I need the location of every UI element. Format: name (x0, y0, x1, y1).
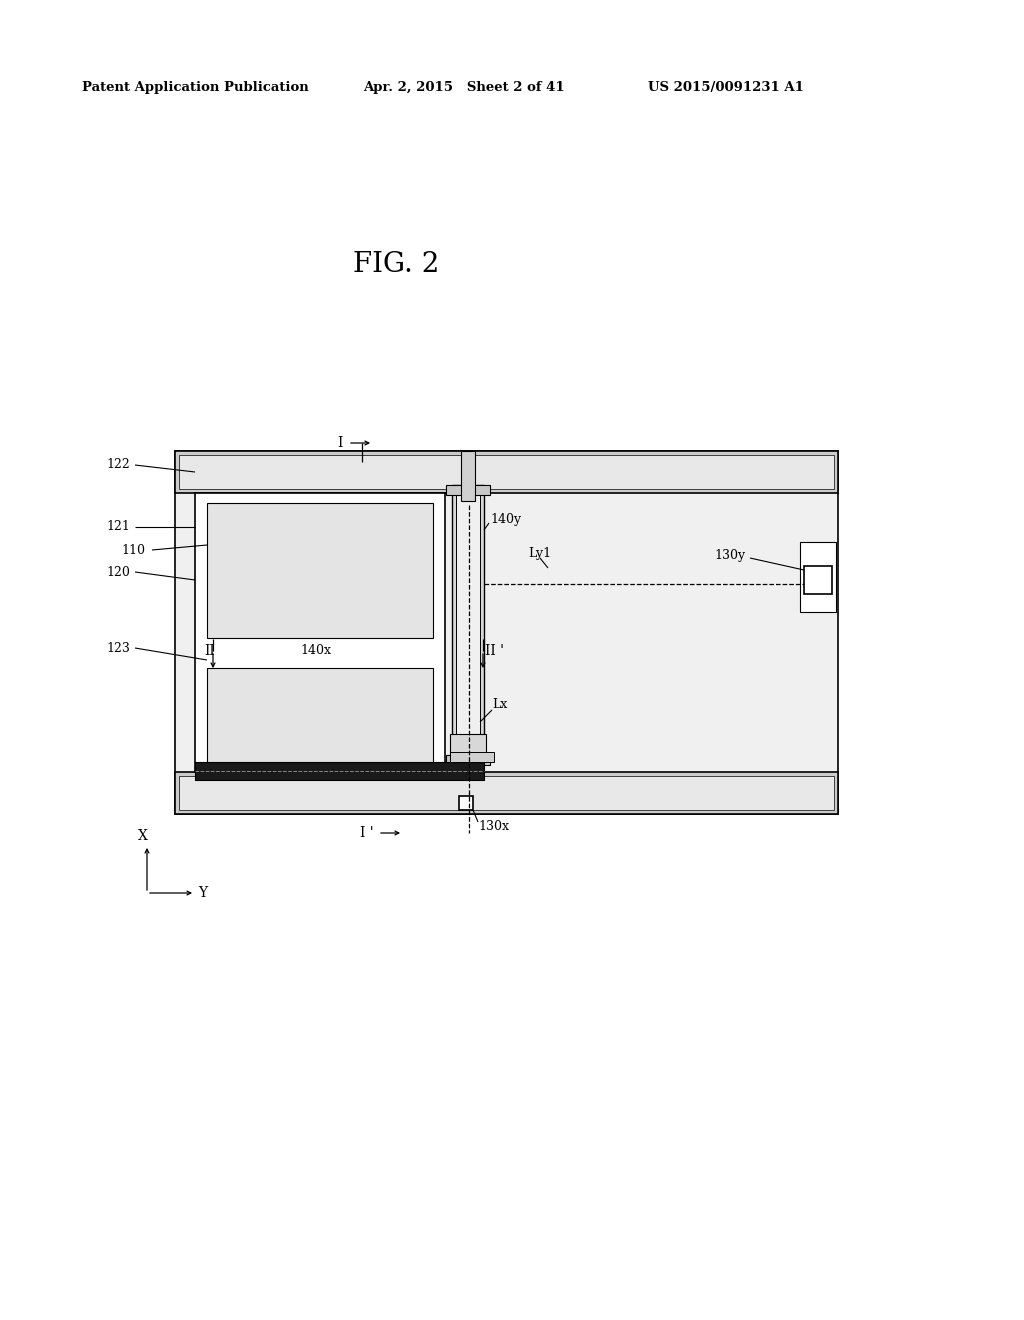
Bar (175, 772, 838, 814)
Bar (456, 484, 480, 766)
Text: 130y: 130y (715, 549, 746, 562)
Text: 122: 122 (106, 458, 130, 471)
Text: 123: 123 (106, 642, 130, 655)
Text: I ': I ' (360, 826, 374, 840)
Bar (804, 566, 831, 594)
Text: US 2015/0091231 A1: US 2015/0091231 A1 (648, 82, 804, 95)
Bar (195, 492, 445, 772)
Bar (179, 455, 834, 488)
Text: Y: Y (199, 886, 208, 900)
Text: Lx: Lx (492, 698, 507, 711)
Text: 121: 121 (106, 520, 130, 533)
Text: X: X (138, 829, 147, 843)
Text: Patent Application Publication: Patent Application Publication (82, 82, 309, 95)
Bar (459, 796, 473, 810)
Bar (179, 776, 834, 810)
Bar (446, 484, 490, 495)
Bar (195, 762, 484, 780)
Bar (450, 752, 494, 762)
Text: 140x: 140x (300, 644, 331, 656)
Text: Ly1: Ly1 (528, 546, 551, 560)
Text: 140y: 140y (490, 512, 521, 525)
Bar (446, 755, 490, 766)
Text: II ': II ' (485, 644, 504, 657)
Bar (175, 451, 838, 492)
Bar (450, 734, 486, 762)
Bar (175, 451, 838, 814)
Text: I: I (337, 436, 343, 450)
Text: 120: 120 (106, 565, 130, 578)
Text: FIG. 2: FIG. 2 (353, 252, 439, 279)
Bar (800, 543, 836, 612)
Text: II: II (205, 644, 215, 657)
Bar (461, 451, 475, 502)
Text: 110: 110 (121, 544, 145, 557)
Bar (452, 484, 484, 766)
Text: 130x: 130x (478, 821, 509, 833)
Bar (207, 503, 433, 638)
Text: Apr. 2, 2015   Sheet 2 of 41: Apr. 2, 2015 Sheet 2 of 41 (362, 82, 564, 95)
Bar (207, 668, 433, 768)
